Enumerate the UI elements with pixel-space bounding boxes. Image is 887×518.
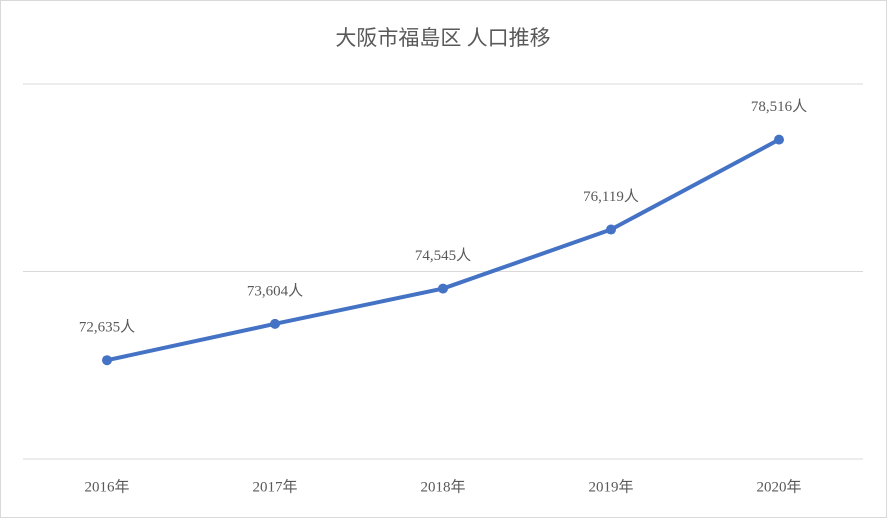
data-label: 72,635人 (79, 319, 135, 336)
point (774, 134, 784, 145)
point (270, 318, 280, 329)
point (606, 224, 616, 235)
x-tick-label: 2018年 (420, 478, 465, 495)
data-label: 78,516人 (751, 98, 807, 115)
data-label: 74,545人 (415, 247, 471, 264)
data-label: 73,604人 (247, 282, 303, 299)
x-tick-label: 2019年 (588, 478, 633, 495)
point (102, 355, 112, 366)
data-label: 76,119人 (583, 188, 639, 205)
x-tick-label: 2017年 (252, 478, 297, 495)
x-tick-label: 2020年 (756, 478, 801, 495)
point (438, 283, 448, 294)
x-tick-label: 2016年 (84, 478, 129, 495)
chart-title: 大阪市福島区 人口推移 (335, 26, 550, 50)
